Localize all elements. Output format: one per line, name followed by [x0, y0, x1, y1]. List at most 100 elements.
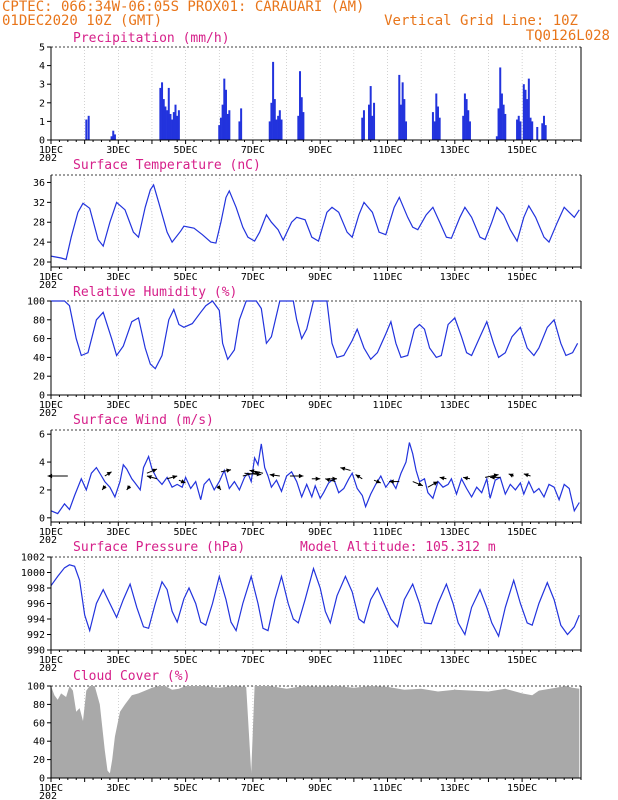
precip-bar — [299, 71, 302, 140]
precip-bar — [85, 119, 88, 140]
x-tick-label: 7DEC — [241, 145, 265, 156]
panel-1: 20 24 28 32 36 1DEC 3DEC 5DEC 7DEC 9DEC 11DEC 13DEC… — [33, 158, 582, 291]
precip-bar — [438, 117, 441, 140]
y-tick-label: 0 — [39, 513, 45, 524]
precip-bar — [529, 117, 532, 140]
precip-bar — [159, 87, 162, 140]
wind-arrow-head — [298, 473, 304, 479]
precip-bar — [164, 106, 167, 140]
x-tick-label: 9DEC — [308, 655, 332, 666]
x-tick-label: 5DEC — [174, 400, 198, 411]
wind-arrow-head — [490, 475, 495, 480]
y-tick-label: 6 — [39, 430, 45, 441]
x-tick-year: 202 — [39, 280, 57, 291]
wind-arrow-head — [102, 485, 107, 490]
wind-arrow-head — [269, 473, 275, 478]
y-tick-label: 0 — [39, 391, 45, 402]
precip-bar — [531, 121, 534, 140]
y-tick-label: 5 — [39, 43, 45, 54]
x-tick-label: 11DEC — [372, 272, 402, 283]
panel-title: Surface Pressure (hPa) — [73, 540, 245, 555]
x-tick-label: 5DEC — [174, 655, 198, 666]
wind-arrow-head — [340, 466, 346, 471]
precip-bar — [270, 102, 273, 140]
panel-2: 0 20 40 60 80 100 1DEC 3DEC 5DEC 7DEC 9DEC 11DEC 13D… — [27, 285, 582, 419]
precip-bar — [223, 78, 226, 140]
precip-bar — [162, 99, 165, 140]
precip-bar — [113, 134, 116, 140]
x-tick-label: 5DEC — [174, 272, 198, 283]
x-tick-label: 13DEC — [440, 272, 470, 283]
x-tick-label: 13DEC — [440, 527, 470, 538]
precip-bar — [467, 110, 470, 140]
precip-bar — [435, 93, 438, 140]
precip-bar — [519, 121, 522, 140]
x-tick-label: 11DEC — [372, 145, 402, 156]
y-tick-label: 60 — [33, 334, 45, 345]
precip-bar — [527, 78, 530, 140]
wind-arrow-head — [325, 477, 331, 483]
precip-bar — [536, 126, 539, 140]
y-tick-label: 28 — [33, 218, 45, 229]
y-tick-label: 20 — [33, 372, 45, 383]
precip-bar — [280, 119, 283, 140]
precip-bar — [219, 117, 222, 140]
x-tick-label: 3DEC — [106, 400, 130, 411]
x-tick-label: 1DEC — [39, 145, 63, 156]
series-line — [50, 183, 580, 261]
x-tick-label: 5DEC — [174, 783, 198, 794]
wind-arrow-head — [226, 468, 231, 473]
precip-bar — [431, 112, 434, 140]
x-tick-label: 7DEC — [241, 400, 265, 411]
precip-bar — [268, 121, 271, 140]
series-line — [50, 564, 580, 638]
panel-title: Relative Humidity (%) — [73, 285, 237, 300]
precip-bar — [167, 87, 170, 140]
panel-0: 0 1 2 3 4 5 1DEC 3DEC 5DEC 7DEC 9DEC 11DEC 13DEC 15DE… — [39, 31, 582, 164]
y-tick-label: 2 — [39, 98, 45, 109]
x-tick-label: 15DEC — [507, 400, 537, 411]
y-tick-label: 998 — [27, 584, 45, 595]
header-station: CPTEC: 066:34W-06:05S PROX01: CARAUARI (… — [2, 0, 364, 15]
wind-arrow-head — [315, 476, 321, 481]
precip-bar — [522, 84, 525, 140]
panel-title: Cloud Cover (%) — [73, 669, 190, 684]
x-tick-label: 1DEC — [39, 400, 63, 411]
x-tick-label: 9DEC — [308, 272, 332, 283]
header-model: TQ0126L028 — [526, 28, 610, 44]
wind-arrow-head — [355, 474, 361, 479]
x-tick-label: 15DEC — [507, 527, 537, 538]
wind-arrow-head — [152, 468, 157, 473]
wind-arrow-head — [256, 472, 262, 477]
precip-bar — [87, 115, 90, 140]
precip-bar — [302, 112, 305, 140]
precip-bar — [300, 97, 303, 140]
precip-bar — [240, 108, 243, 140]
header-grid-line: Vertical Grid Line: 10Z — [384, 13, 578, 29]
y-tick-label: 2 — [39, 485, 45, 496]
precip-bar — [112, 130, 115, 140]
precip-bar — [218, 125, 221, 140]
panel-title: Surface Wind (m/s) — [73, 413, 214, 428]
precip-bar — [110, 136, 113, 140]
y-tick-label: 20 — [33, 755, 45, 766]
y-tick-label: 36 — [33, 178, 45, 189]
precip-bar — [369, 86, 372, 140]
precip-bar — [398, 74, 401, 140]
x-tick-label: 15DEC — [507, 783, 537, 794]
wind-arrow-head — [216, 485, 221, 490]
precip-bar — [497, 108, 500, 140]
precip-bar — [368, 104, 370, 140]
x-tick-label: 13DEC — [440, 655, 470, 666]
x-tick-label: 1DEC — [39, 527, 63, 538]
wind-arrow-head — [433, 481, 438, 486]
x-tick-label: 3DEC — [106, 272, 130, 283]
precip-bar — [361, 117, 364, 140]
precip-bar — [463, 93, 466, 140]
x-tick-label: 1DEC — [39, 783, 63, 794]
y-tick-label: 996 — [27, 599, 45, 610]
x-tick-label: 13DEC — [440, 145, 470, 156]
precip-bar — [465, 99, 468, 140]
x-tick-label: 15DEC — [507, 272, 537, 283]
precip-bar — [468, 121, 471, 140]
